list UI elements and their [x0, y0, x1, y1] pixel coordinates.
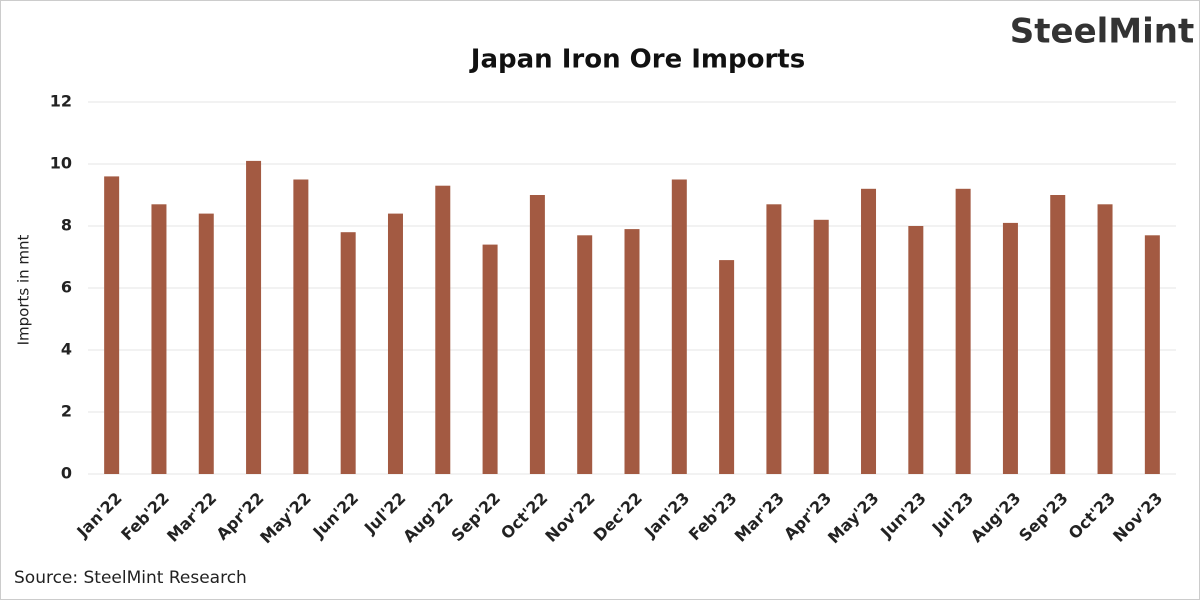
bar — [908, 226, 924, 474]
bar — [387, 213, 403, 474]
bar — [246, 160, 262, 474]
bar — [1144, 235, 1160, 474]
bar — [340, 232, 356, 474]
y-tick-label: 4 — [61, 340, 72, 359]
logo: SteelMint — [1010, 12, 1194, 52]
bar — [482, 244, 498, 474]
source: Source: SteelMint Research — [14, 568, 247, 588]
bar — [766, 204, 782, 475]
bar — [529, 195, 545, 474]
y-tick-label: 6 — [61, 278, 72, 297]
bar — [151, 204, 167, 475]
y-tick-label: 10 — [50, 154, 72, 173]
bar — [1097, 204, 1113, 475]
chart-title: Japan Iron Ore Imports — [469, 45, 805, 75]
bar — [671, 179, 687, 474]
bar — [577, 235, 593, 474]
bar — [1050, 195, 1066, 474]
bar — [104, 176, 120, 474]
bar — [719, 260, 735, 474]
bar — [435, 185, 451, 474]
bar — [293, 179, 309, 474]
y-tick-label: 2 — [61, 402, 72, 421]
bar — [813, 219, 829, 474]
y-axis-label: Imports in mnt — [15, 234, 33, 345]
bar — [1002, 222, 1018, 474]
y-tick-label: 8 — [61, 216, 72, 235]
y-tick-label: 0 — [61, 464, 72, 483]
bar — [198, 213, 214, 474]
bar — [955, 188, 971, 475]
y-tick-label: 12 — [50, 92, 72, 111]
bar — [624, 229, 640, 474]
bar — [861, 188, 877, 475]
